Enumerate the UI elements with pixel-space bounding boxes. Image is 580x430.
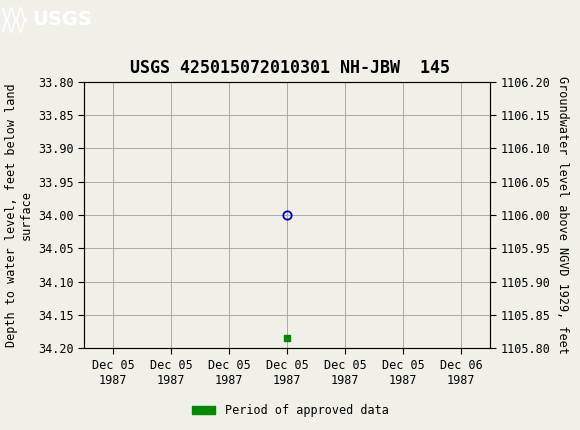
- Text: USGS: USGS: [32, 10, 92, 30]
- Y-axis label: Depth to water level, feet below land
surface: Depth to water level, feet below land su…: [5, 83, 32, 347]
- Legend: Period of approved data: Period of approved data: [187, 399, 393, 422]
- Y-axis label: Groundwater level above NGVD 1929, feet: Groundwater level above NGVD 1929, feet: [556, 76, 569, 354]
- Text: USGS 425015072010301 NH-JBW  145: USGS 425015072010301 NH-JBW 145: [130, 59, 450, 77]
